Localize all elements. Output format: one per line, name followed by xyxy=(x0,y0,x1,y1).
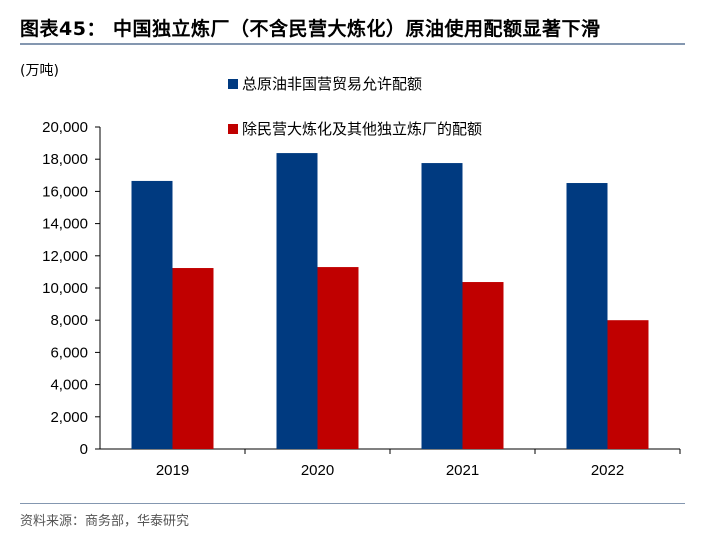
legend-item-1: 总原油非国营贸易允许配额 xyxy=(228,73,422,94)
y-tick-label: 10,000 xyxy=(42,280,88,297)
y-tick-label: 0 xyxy=(80,441,88,458)
y-tick-label: 20,000 xyxy=(42,119,88,136)
y-tick-label: 18,000 xyxy=(42,151,88,168)
y-tick-label: 8,000 xyxy=(50,312,88,329)
x-tick-label: 2022 xyxy=(591,462,624,479)
legend-label-2: 除民营大炼化及其他独立炼厂的配额 xyxy=(242,120,483,138)
source-note: 资料来源：商务部，华泰研究 xyxy=(20,514,190,529)
x-tick-label: 2019 xyxy=(156,462,189,479)
x-tick-label: 2020 xyxy=(301,462,334,479)
bar-2022-series-1 xyxy=(566,183,608,449)
y-tick-label: 12,000 xyxy=(42,248,88,265)
bar-2019-series-2 xyxy=(172,268,214,449)
y-tick-label: 4,000 xyxy=(50,377,88,394)
legend-swatch-1 xyxy=(228,78,238,89)
bar-2020-series-2 xyxy=(317,267,359,449)
y-tick-label: 6,000 xyxy=(50,344,88,361)
title-rule xyxy=(20,43,685,45)
bar-2019-series-1 xyxy=(131,180,173,449)
source-rule xyxy=(20,503,685,504)
bar-2021-series-1 xyxy=(421,163,463,449)
y-unit-label: (万吨) xyxy=(20,63,59,79)
legend-swatch-2 xyxy=(228,123,238,134)
legend-label-1: 总原油非国营贸易允许配额 xyxy=(242,75,423,93)
bar-2022-series-2 xyxy=(607,320,649,449)
y-tick-label: 14,000 xyxy=(42,216,88,233)
x-tick-label: 2021 xyxy=(446,462,479,479)
y-tick-label: 2,000 xyxy=(50,409,88,426)
legend-item-2: 除民营大炼化及其他独立炼厂的配额 xyxy=(228,118,482,139)
bar-2020-series-1 xyxy=(276,153,318,449)
bar-2021-series-2 xyxy=(462,282,504,449)
y-tick-label: 16,000 xyxy=(42,183,88,200)
chart-title: 图表45： 中国独立炼厂（不含民营大炼化）原油使用配额显著下滑 xyxy=(20,18,601,40)
